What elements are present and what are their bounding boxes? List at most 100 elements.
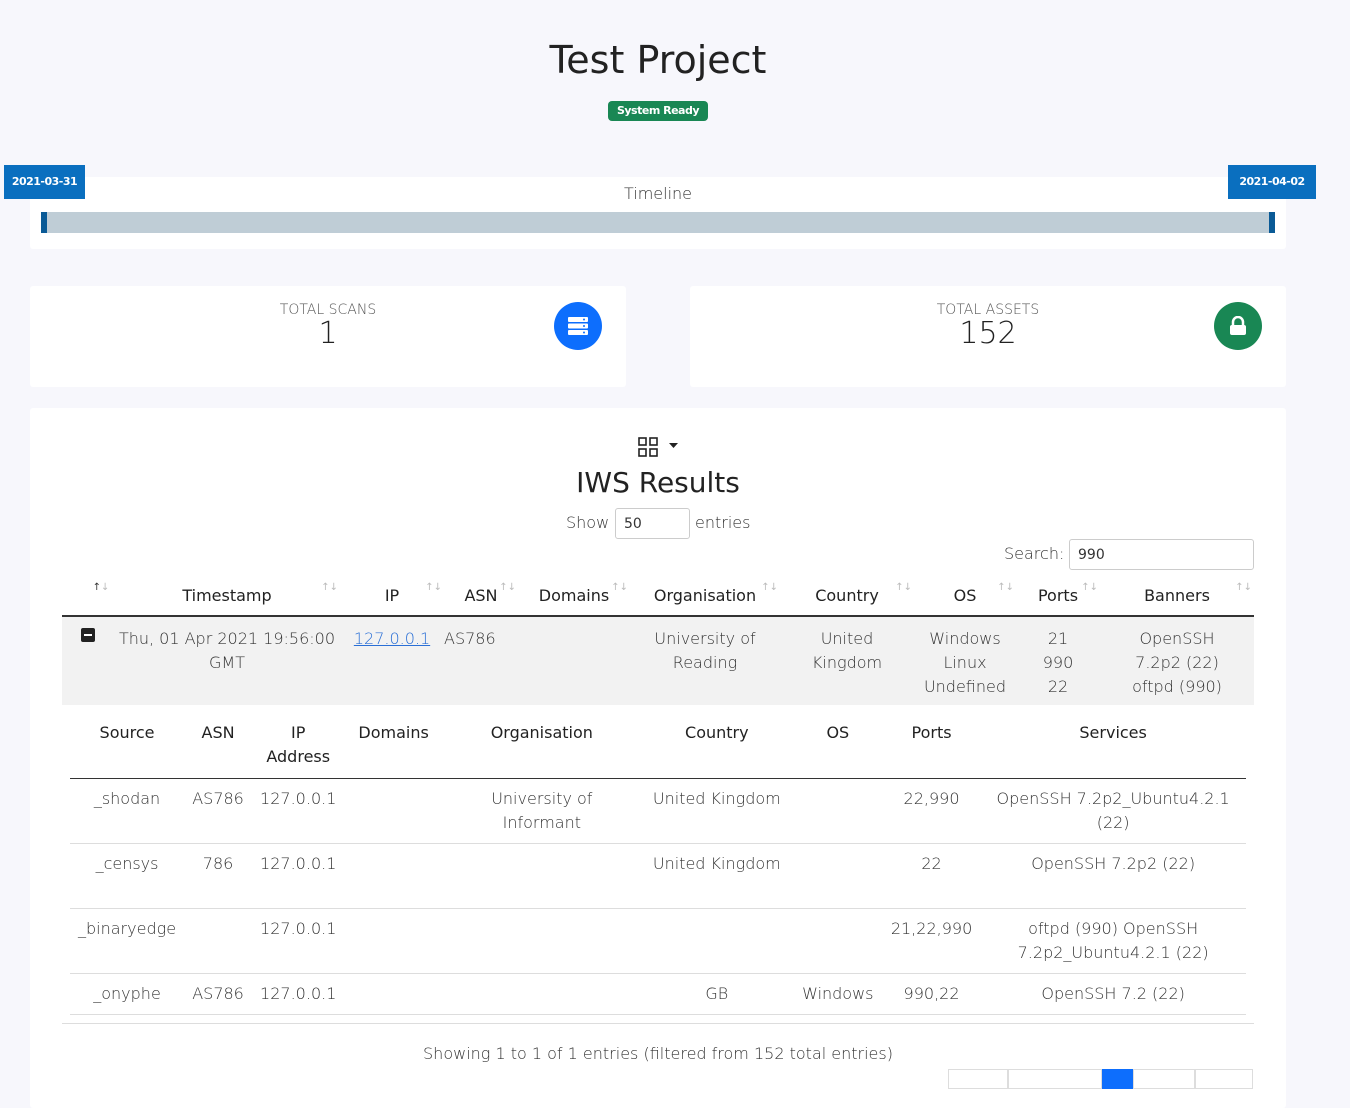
page-title: Test Project	[549, 38, 767, 82]
minus-square-icon	[81, 628, 95, 642]
show-label: Show	[566, 513, 610, 532]
detail-cell-country	[641, 908, 793, 973]
banners-cell: OpenSSH 7.2p2 (22) oftpd (990)	[1132, 629, 1222, 696]
detail-cell-organisation: University of Informant	[491, 788, 593, 832]
detail-header-country: Country	[685, 723, 749, 742]
collapse-row-button[interactable]	[62, 616, 114, 705]
detail-header-organisation: Organisation	[490, 723, 593, 742]
detail-header-source: Source	[99, 723, 155, 742]
ports-cell: 21 990 22	[1042, 629, 1074, 696]
detail-row: _shodan AS786 127.0.0.1 University of Infor…	[70, 778, 1246, 843]
os-cell: Windows Linux Undefined	[923, 629, 1007, 696]
domains-cell	[518, 616, 630, 705]
timestamp-cell: Thu, 01 Apr 2021 19:56:00 GMT	[118, 629, 336, 672]
detail-cell-ip-address: 127.0.0.1	[260, 918, 337, 938]
column-header-ports[interactable]: Ports ↑↓	[1037, 582, 1098, 605]
detail-cell-source: _onyphe	[93, 983, 161, 1003]
pagination-next[interactable]	[1133, 1069, 1195, 1089]
detail-cell-organisation	[443, 908, 641, 973]
detail-cell-domains	[344, 908, 442, 973]
entries-label: entries	[695, 513, 751, 532]
column-header-country[interactable]: Country ↑↓	[815, 582, 912, 605]
pagination-previous[interactable]	[1008, 1069, 1102, 1089]
table-info: Showing 1 to 1 of 1 entries (filtered fr…	[423, 1044, 893, 1063]
detail-cell-asn: AS786	[192, 983, 244, 1003]
detail-cell-services: OpenSSH 7.2p2_Ubuntu4.2.1 (22)	[996, 788, 1230, 832]
detail-cell-domains	[344, 778, 442, 843]
asn-cell: AS786	[444, 629, 496, 648]
column-header-ip[interactable]: IP ↑↓	[384, 582, 442, 605]
detail-row: _censys 786 127.0.0.1 United Kingdom 22 OpenS…	[70, 843, 1246, 908]
total-scans-card: TOTAL SCANS 1	[30, 286, 626, 387]
lock-icon	[1214, 302, 1262, 350]
search-label: Search:	[1004, 544, 1065, 563]
detail-cell-organisation	[443, 973, 641, 1014]
search-input[interactable]	[1069, 539, 1254, 570]
stat-label: TOTAL SCANS	[279, 302, 377, 318]
detail-cell-ports: 22	[921, 853, 942, 873]
detail-cell-asn	[184, 908, 252, 973]
pagination-page-1[interactable]	[1102, 1069, 1133, 1089]
entries-per-page-input[interactable]	[615, 508, 690, 539]
server-icon	[554, 302, 602, 350]
detail-header-domains: Domains	[358, 723, 429, 742]
stat-value: 152	[959, 316, 1017, 351]
timeline-label: Timeline	[623, 184, 693, 203]
column-header-timestamp[interactable]: Timestamp ↑↓	[182, 582, 338, 605]
pagination-last[interactable]	[1195, 1069, 1253, 1089]
timeline-start-date: 2021-03-31	[4, 165, 85, 199]
country-cell: United Kingdom	[811, 629, 883, 672]
column-toggle-button[interactable]	[638, 437, 682, 459]
detail-cell-os	[793, 778, 883, 843]
detail-cell-country: United Kingdom	[652, 853, 781, 873]
stat-value: 1	[318, 316, 338, 351]
detail-cell-country: United Kingdom	[652, 788, 781, 808]
ip-link[interactable]: 127.0.0.1	[353, 629, 431, 648]
column-header-asn[interactable]: ASN ↑↓	[464, 582, 516, 605]
timeline-slider[interactable]	[41, 212, 1275, 233]
detail-header-services: Services	[1079, 723, 1147, 742]
column-header-banners[interactable]: Banners ↑↓	[1144, 582, 1252, 605]
status-badge: System Ready	[608, 101, 708, 121]
detail-cell-ports: 990,22	[903, 983, 960, 1003]
detail-cell-source: _binaryedge	[78, 918, 177, 938]
detail-cell-domains	[344, 973, 442, 1014]
detail-cell-source: _shodan	[93, 788, 161, 808]
detail-header-asn: ASN	[201, 723, 235, 742]
grid-icon	[638, 437, 678, 457]
source-detail-table: Source ASN IP Address Domains Organisation Co…	[70, 716, 1246, 1015]
detail-cell-ip-address: 127.0.0.1	[260, 853, 337, 873]
detail-cell-source: _censys	[95, 853, 159, 873]
detail-header-ports: Ports	[911, 723, 952, 742]
timeline-end-date: 2021-04-02	[1228, 165, 1316, 199]
divider	[62, 1023, 1254, 1024]
table-row[interactable]: Thu, 01 Apr 2021 19:56:00 GMT 127.0.0.1 …	[62, 616, 1254, 705]
column-header-os[interactable]: OS ↑↓	[953, 582, 1014, 605]
detail-header-os: OS	[826, 723, 850, 742]
stat-label: TOTAL ASSETS	[936, 302, 1040, 318]
detail-header-ip-address: IP Address	[266, 723, 331, 766]
detail-cell-services: OpenSSH 7.2 (22)	[1041, 983, 1185, 1003]
results-title: IWS Results	[576, 466, 740, 499]
detail-cell-domains	[344, 843, 442, 908]
detail-cell-ports: 22,990	[903, 788, 960, 808]
detail-row: _binaryedge 127.0.0.1 21,22,990 oftpd (990)…	[70, 908, 1246, 973]
detail-cell-services: OpenSSH 7.2p2 (22)	[1031, 853, 1196, 873]
expand-column-header[interactable]: ↑↓	[92, 582, 110, 593]
detail-cell-ip-address: 127.0.0.1	[260, 983, 337, 1003]
detail-cell-os	[793, 843, 883, 908]
detail-cell-asn: AS786	[192, 788, 244, 808]
column-header-organisation[interactable]: Organisation ↑↓	[653, 582, 778, 605]
pagination-first[interactable]	[948, 1069, 1008, 1089]
organisation-cell: University of Reading	[654, 629, 756, 672]
detail-cell-asn: 786	[202, 853, 234, 873]
detail-cell-ip-address: 127.0.0.1	[260, 788, 337, 808]
detail-cell-country: GB	[705, 983, 729, 1003]
detail-cell-ports: 21,22,990	[890, 918, 973, 938]
detail-cell-services: oftpd (990) OpenSSH 7.2p2_Ubuntu4.2.1 (2…	[1017, 918, 1209, 962]
detail-cell-os: Windows	[802, 983, 874, 1003]
detail-cell-os	[793, 908, 883, 973]
total-assets-card: TOTAL ASSETS 152	[690, 286, 1286, 387]
detail-row: _onyphe AS786 127.0.0.1 GB Windows 990,22 Open…	[70, 973, 1246, 1014]
column-header-domains[interactable]: Domains ↑↓	[538, 582, 628, 605]
